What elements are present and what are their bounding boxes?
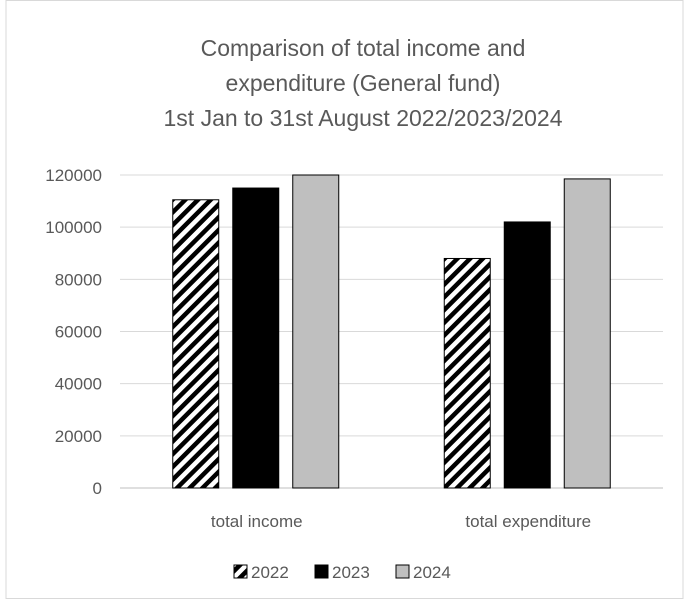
legend-label-2024: 2024: [413, 563, 451, 582]
bar-2024-total-expenditure: [563, 178, 611, 489]
legend-label-2022: 2022: [251, 563, 289, 582]
bar-2024-total-income: [292, 174, 340, 489]
y-tick-label-20000: 20000: [55, 427, 102, 446]
bar-2022-total-income: [172, 199, 220, 489]
legend-swatch-2024: [395, 564, 410, 579]
chart-title: Comparison of total income and expenditu…: [164, 35, 563, 131]
chart-title-line-2: expenditure (General fund): [226, 70, 501, 96]
chart-title-line-1: Comparison of total income and: [201, 35, 526, 61]
bar-2022-total-expenditure: [443, 257, 491, 489]
legend-label-2023: 2023: [332, 563, 370, 582]
y-tick-label-80000: 80000: [55, 270, 102, 289]
y-tick-label-40000: 40000: [55, 375, 102, 394]
y-tick-label-100000: 100000: [45, 218, 102, 237]
legend: 2022 2023 2024: [233, 563, 451, 582]
x-category-label-total-expenditure: total expenditure: [465, 512, 591, 531]
legend-swatch-2023: [314, 564, 329, 579]
x-axis-category-labels: total income total expenditure: [211, 512, 591, 531]
chart-title-line-3: 1st Jan to 31st August 2022/2023/2024: [164, 105, 563, 131]
bars: [172, 174, 611, 489]
legend-swatch-2022: [233, 564, 248, 579]
bar-2023-total-expenditure: [503, 221, 551, 489]
y-tick-label-0: 0: [93, 479, 102, 498]
x-category-label-total-income: total income: [211, 512, 303, 531]
y-tick-label-120000: 120000: [45, 166, 102, 185]
bar-2023-total-income: [232, 187, 280, 489]
y-axis-tick-labels: 0 20000 40000 60000 80000 100000 120000: [45, 166, 102, 498]
y-tick-label-60000: 60000: [55, 323, 102, 342]
